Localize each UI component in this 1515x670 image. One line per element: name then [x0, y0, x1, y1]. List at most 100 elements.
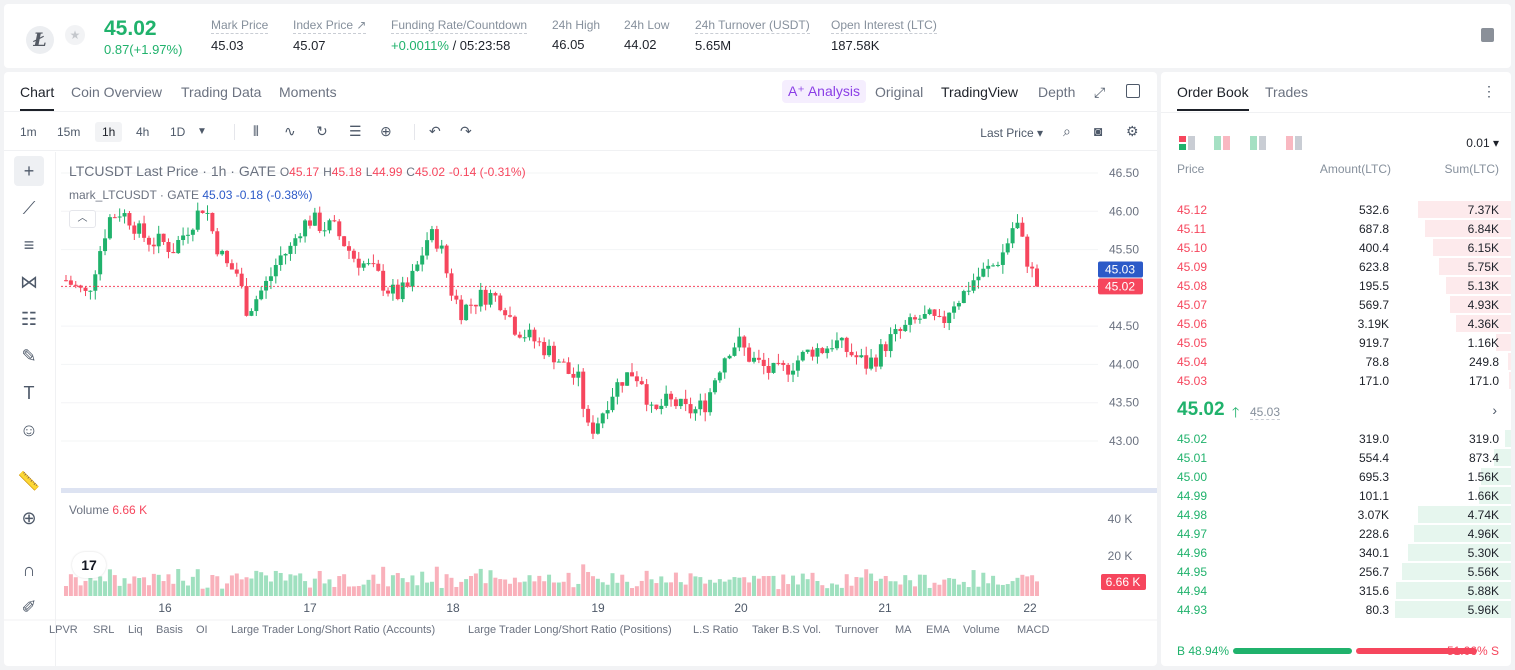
ask-row[interactable]: 45.08 195.5 5.13K — [1161, 276, 1511, 295]
horizontal-lines-icon[interactable]: ≡ — [23, 235, 35, 255]
fib-icon[interactable]: ☷ — [20, 309, 38, 329]
tab-chart[interactable]: Chart — [20, 84, 55, 111]
magnet-icon[interactable]: ∩ — [22, 560, 36, 580]
indicator-macd[interactable]: MACD — [1017, 624, 1050, 636]
row-amount: 340.1 — [1358, 546, 1389, 560]
timeframe-1d[interactable]: 1D — [170, 125, 186, 139]
brush-icon[interactable]: ✎ — [21, 346, 37, 366]
layout-sell-icon[interactable] — [1286, 136, 1302, 150]
camera-icon[interactable]: ◙ — [1094, 123, 1103, 139]
layout-both-icon[interactable] — [1179, 136, 1195, 150]
candle-body — [449, 273, 454, 296]
indicator-ema[interactable]: EMA — [926, 624, 950, 636]
bid-row[interactable]: 45.02 319.0 319.0 — [1161, 429, 1511, 448]
bid-row[interactable]: 44.97 228.6 4.96K — [1161, 524, 1511, 543]
text-icon[interactable]: T — [23, 383, 35, 403]
tab-trading-data[interactable]: Trading Data — [181, 84, 262, 100]
timeframe-15m[interactable]: 15m — [57, 125, 81, 139]
indicator-volume[interactable]: Volume — [963, 624, 1000, 636]
tab-moments[interactable]: Moments — [279, 84, 337, 100]
stat-funding-rate[interactable]: Funding Rate/Countdown +0.0011% / 05:23:… — [391, 18, 528, 53]
collapse-legend-button[interactable]: ︿ — [69, 210, 96, 228]
bid-row[interactable]: 45.01 554.4 873.4 — [1161, 448, 1511, 467]
ask-row[interactable]: 45.04 78.8 249.8 — [1161, 352, 1511, 371]
tab-ai-analysis[interactable]: A⁺ Analysis — [782, 80, 866, 103]
chevron-right-icon[interactable]: › — [1492, 402, 1497, 418]
indicator-l-s-ratio[interactable]: L.S Ratio — [693, 624, 739, 636]
tab-depth[interactable]: Depth — [1038, 84, 1076, 100]
bid-row[interactable]: 44.94 315.6 5.88K — [1161, 581, 1511, 600]
stat-open-interest[interactable]: Open Interest (LTC) 187.58K — [831, 18, 937, 53]
indicators-icon[interactable]: ∿ — [284, 123, 296, 139]
volume-bar — [1000, 584, 1005, 596]
chart-panel: Chart Coin Overview Trading Data Moments… — [4, 72, 1157, 666]
search-icon[interactable]: ⌕ — [1063, 123, 1071, 139]
precision-select[interactable]: 0.01 ▾ — [1466, 136, 1499, 150]
refresh-icon[interactable]: ↻ — [316, 123, 328, 139]
pattern-icon[interactable]: ⋈ — [20, 272, 38, 292]
gear-icon[interactable]: ⚙ — [1126, 123, 1139, 139]
indicator-oi[interactable]: OI — [196, 624, 208, 636]
candle-body — [234, 269, 239, 274]
candle-body — [873, 357, 878, 367]
candle-type-icon[interactable]: ⫴ — [253, 123, 259, 139]
indicator-liq[interactable]: Liq — [128, 624, 143, 636]
emoji-icon[interactable]: ☺ — [19, 420, 39, 440]
stat-mark-price[interactable]: Mark Price 45.03 — [211, 18, 269, 53]
ask-row[interactable]: 45.05 919.7 1.16K — [1161, 333, 1511, 352]
indicator-lpvr[interactable]: LPVR — [49, 624, 78, 636]
row-price: 45.05 — [1177, 336, 1208, 350]
crosshair-icon[interactable]: + — [14, 156, 44, 186]
bid-row[interactable]: 44.99 101.1 1.66K — [1161, 486, 1511, 505]
candlestick-chart[interactable]: 46.5046.0045.5045.0044.5044.0043.5043.00… — [4, 72, 1157, 666]
guide-book-icon[interactable] — [1481, 28, 1494, 42]
ask-row[interactable]: 45.10 400.4 6.15K — [1161, 238, 1511, 257]
ruler-icon[interactable]: 📏 — [17, 471, 41, 491]
tab-order-book[interactable]: Order Book — [1177, 84, 1249, 111]
indicator-srl[interactable]: SRL — [93, 624, 115, 636]
layout-bids-icon[interactable] — [1214, 136, 1230, 150]
bid-row[interactable]: 44.98 3.07K 4.74K — [1161, 505, 1511, 524]
volume-bar — [815, 581, 820, 596]
more-options-icon[interactable]: ⋮ — [1482, 83, 1496, 99]
indicator-turnover[interactable]: Turnover — [835, 624, 879, 636]
timeframe-1h[interactable]: 1h — [95, 122, 123, 142]
pencil-lock-icon[interactable]: ✐ — [21, 597, 37, 617]
ask-row[interactable]: 45.07 569.7 4.93K — [1161, 295, 1511, 314]
fullscreen-icon[interactable]: ⤢ — [1094, 84, 1106, 100]
bid-row[interactable]: 44.96 340.1 5.30K — [1161, 543, 1511, 562]
zoom-icon[interactable]: ⊕ — [21, 508, 37, 528]
indicator-basis[interactable]: Basis — [156, 624, 183, 636]
bid-row[interactable]: 45.00 695.3 1.56K — [1161, 467, 1511, 486]
ask-row[interactable]: 45.03 171.0 171.0 — [1161, 371, 1511, 390]
window-icon[interactable] — [1126, 84, 1140, 98]
stat-index-price[interactable]: Index Price ↗ 45.07 — [293, 18, 367, 53]
row-sum: 171.0 — [1468, 374, 1499, 388]
layout-buy-icon[interactable] — [1250, 136, 1266, 150]
trendline-icon[interactable]: ⟋ — [22, 198, 36, 218]
indicator-large-trader-long-short-ratio-positions-[interactable]: Large Trader Long/Short Ratio (Positions… — [468, 624, 672, 636]
tab-coin-overview[interactable]: Coin Overview — [71, 84, 163, 100]
ask-row[interactable]: 45.09 623.8 5.75K — [1161, 257, 1511, 276]
price-type-select[interactable]: Last Price ▾ — [980, 126, 1043, 140]
ask-row[interactable]: 45.11 687.8 6.84K — [1161, 219, 1511, 238]
timeframe-1m[interactable]: 1m — [20, 125, 37, 139]
redo-icon[interactable]: ↷ — [460, 123, 472, 139]
settings-list-icon[interactable]: ☰ — [349, 123, 362, 139]
bid-row[interactable]: 44.93 80.3 5.96K — [1161, 600, 1511, 619]
chevron-down-icon[interactable]: ▼ — [197, 126, 207, 137]
tab-original[interactable]: Original — [875, 84, 924, 100]
timeframe-4h[interactable]: 4h — [136, 125, 150, 139]
stat-24h-turnover[interactable]: 24h Turnover (USDT) 5.65M — [695, 18, 810, 53]
add-indicator-icon[interactable]: ⊕ — [380, 123, 392, 139]
indicator-taker-b-s-vol-[interactable]: Taker B.S Vol. — [752, 624, 822, 636]
indicator-ma[interactable]: MA — [895, 624, 912, 636]
undo-icon[interactable]: ↶ — [429, 123, 441, 139]
ask-row[interactable]: 45.06 3.19K 4.36K — [1161, 314, 1511, 333]
tab-tradingview[interactable]: TradingView — [941, 84, 1019, 100]
tab-trades[interactable]: Trades — [1265, 84, 1309, 100]
ask-row[interactable]: 45.12 532.6 7.37K — [1161, 200, 1511, 219]
favorite-star-icon[interactable]: ★ — [65, 25, 85, 45]
indicator-large-trader-long-short-ratio-accounts-[interactable]: Large Trader Long/Short Ratio (Accounts) — [231, 624, 436, 636]
bid-row[interactable]: 44.95 256.7 5.56K — [1161, 562, 1511, 581]
